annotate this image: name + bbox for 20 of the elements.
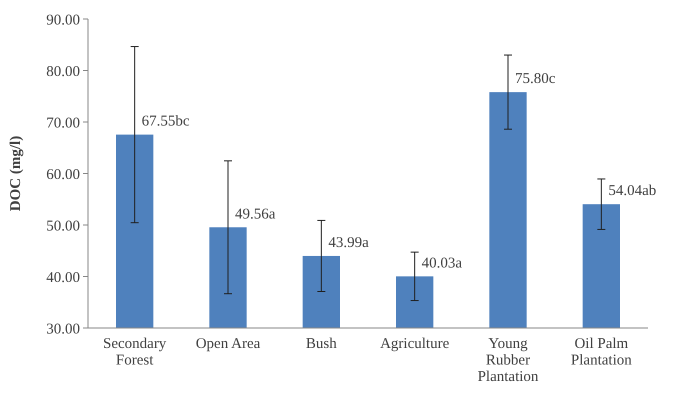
data-label: 75.80c xyxy=(515,71,556,88)
data-label: 54.04ab xyxy=(608,183,656,200)
x-tick-label: Agriculture xyxy=(380,336,450,352)
y-tick-label: 30.00 xyxy=(46,321,80,338)
data-label: 43.99a xyxy=(328,234,370,251)
data-label: 67.55bc xyxy=(142,114,190,130)
data-label: 40.03a xyxy=(422,255,462,272)
y-tick-label: 40.00 xyxy=(46,270,80,286)
x-tick-label: Bush xyxy=(306,336,338,352)
y-tick-label: 50.00 xyxy=(46,218,80,234)
y-tick-label: 60.00 xyxy=(46,166,80,183)
y-tick-label: 90.00 xyxy=(46,12,80,28)
y-tick-label: 70.00 xyxy=(46,115,80,132)
x-tick-label: Oil Palm Plantation xyxy=(570,336,632,368)
x-tick-label: Open Area xyxy=(196,336,261,352)
x-tick-label: Young Rubber Plantation xyxy=(478,336,539,385)
x-tick-label: Secondary Forest xyxy=(103,336,167,368)
data-label: 49.56a xyxy=(235,206,276,222)
y-tick-label: 80.00 xyxy=(46,64,80,80)
y-axis-title: DOC (mg/l) xyxy=(8,136,24,212)
